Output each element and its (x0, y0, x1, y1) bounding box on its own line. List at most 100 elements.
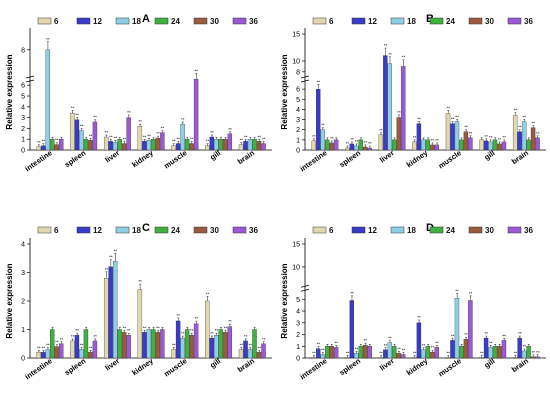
bar (445, 357, 451, 359)
bar (83, 139, 89, 151)
significance-mark: ** (379, 128, 383, 133)
y-tick-label: 3 (21, 270, 25, 277)
significance-mark: ** (536, 350, 540, 355)
legend-swatch (232, 17, 247, 25)
significance-mark: ** (80, 342, 84, 347)
significance-mark: ** (257, 345, 261, 350)
significance-mark: ** (93, 115, 97, 120)
bar (392, 139, 397, 151)
x-tick-label: intestine (23, 148, 53, 173)
bar (501, 340, 507, 359)
legend-label: 18 (132, 226, 141, 235)
bar (36, 352, 41, 359)
significance-mark: ** (531, 121, 535, 126)
y-tick-label: 5 (21, 94, 25, 101)
significance-mark: ** (350, 137, 354, 142)
bar (517, 131, 522, 151)
legend-label: 36 (524, 226, 533, 235)
bar (416, 322, 422, 359)
significance-mark: ** (518, 125, 522, 130)
significance-mark: ** (364, 338, 368, 343)
bar (50, 139, 55, 151)
significance-mark: ** (384, 343, 388, 348)
significance-mark: ** (46, 342, 50, 347)
significance-mark: ** (228, 127, 232, 132)
bar (59, 343, 64, 359)
x-tick-label: spleen (63, 356, 88, 377)
bar (205, 300, 210, 359)
significance-mark: ** (523, 344, 527, 349)
significance-mark: ** (138, 279, 142, 284)
significance-mark: ** (435, 138, 439, 143)
y-tick-label: 2 (21, 299, 25, 306)
y-axis-label: Relative expression (5, 54, 14, 129)
bar (117, 139, 122, 151)
significance-mark: ** (346, 141, 350, 146)
x-tick-label: brain (510, 356, 531, 374)
bar (324, 139, 330, 151)
y-tick-label: 1 (296, 137, 300, 144)
bar (54, 144, 59, 151)
significance-mark: ** (177, 313, 181, 318)
bar (142, 141, 147, 151)
bar (112, 260, 118, 359)
axis-break-mark (300, 79, 310, 83)
significance-mark: ** (143, 325, 147, 330)
y-tick-label: 2 (296, 127, 300, 134)
legend-swatch (429, 17, 444, 25)
bar (88, 140, 93, 151)
bar (193, 78, 199, 151)
significance-mark: ** (384, 43, 388, 48)
legend-label: 18 (132, 17, 141, 26)
y-tick-label: 1 (21, 137, 25, 144)
bar (445, 113, 451, 151)
bar (430, 144, 435, 151)
bar (367, 147, 372, 151)
significance-mark: ** (330, 136, 334, 141)
bar (454, 297, 460, 359)
legend-swatch (115, 226, 130, 234)
significance-mark: ** (469, 131, 473, 136)
bar (329, 142, 334, 151)
bar (454, 121, 460, 151)
bar (459, 139, 464, 151)
axis-break-mark (300, 284, 310, 288)
x-tick-label: muscle (162, 148, 188, 170)
bar (392, 346, 397, 359)
significance-mark: ** (215, 328, 219, 333)
y-tick-label: 8 (21, 47, 25, 54)
bar (205, 145, 210, 151)
y-tick-label: 10 (292, 264, 300, 271)
y-tick-label: 3 (296, 117, 300, 124)
bar (468, 300, 473, 359)
significance-mark: ** (262, 337, 266, 342)
significance-mark: ** (93, 334, 97, 339)
bar (459, 346, 464, 359)
significance-mark: ** (262, 137, 266, 142)
x-tick-label: intestine (298, 148, 328, 173)
significance-mark: ** (244, 334, 248, 339)
bar (88, 352, 93, 359)
bar (363, 146, 368, 151)
y-tick-label: 1 (21, 327, 25, 334)
bar (50, 329, 55, 359)
bar (103, 136, 109, 151)
significance-mark: ** (55, 138, 59, 143)
axis-break-mark (25, 79, 35, 83)
significance-mark: ** (321, 123, 325, 128)
x-tick-label: kidney (405, 148, 430, 169)
x-tick-label: intestine (23, 356, 53, 381)
bar (54, 346, 59, 359)
x-tick-label: muscle (437, 356, 463, 378)
bar (92, 340, 98, 359)
legend-swatch (37, 226, 52, 234)
bar (345, 147, 350, 151)
bar (521, 121, 527, 151)
significance-mark: ** (248, 342, 252, 347)
significance-mark: ** (147, 133, 151, 138)
legend-swatch (76, 17, 91, 25)
bar (175, 143, 181, 151)
bar (261, 143, 266, 151)
